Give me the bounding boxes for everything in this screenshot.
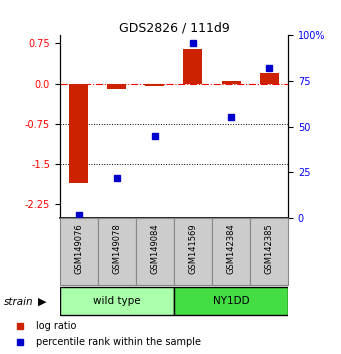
- Text: wild type: wild type: [93, 296, 140, 306]
- Bar: [183, 49, 203, 84]
- Text: NY1DD: NY1DD: [213, 296, 249, 306]
- Text: strain: strain: [3, 297, 33, 307]
- Text: GSM149076: GSM149076: [74, 223, 83, 274]
- Bar: [136, 218, 174, 285]
- Bar: [174, 287, 288, 315]
- Bar: [212, 218, 250, 285]
- Text: GSM141569: GSM141569: [189, 223, 197, 274]
- Text: percentile rank within the sample: percentile rank within the sample: [35, 337, 201, 347]
- Bar: [250, 218, 288, 285]
- Bar: [174, 218, 212, 285]
- Text: ▶: ▶: [39, 297, 47, 307]
- Bar: [222, 81, 240, 84]
- Bar: [107, 84, 126, 89]
- Bar: [60, 218, 98, 285]
- Bar: [260, 73, 279, 84]
- Text: GSM142385: GSM142385: [265, 223, 273, 274]
- Text: GSM142384: GSM142384: [226, 223, 236, 274]
- Text: log ratio: log ratio: [35, 321, 76, 331]
- Bar: [145, 84, 164, 86]
- Text: GSM149084: GSM149084: [150, 223, 159, 274]
- Text: GSM149078: GSM149078: [112, 223, 121, 274]
- Bar: [69, 84, 88, 183]
- Bar: [98, 218, 136, 285]
- Title: GDS2826 / 111d9: GDS2826 / 111d9: [119, 21, 229, 34]
- Bar: [60, 287, 174, 315]
